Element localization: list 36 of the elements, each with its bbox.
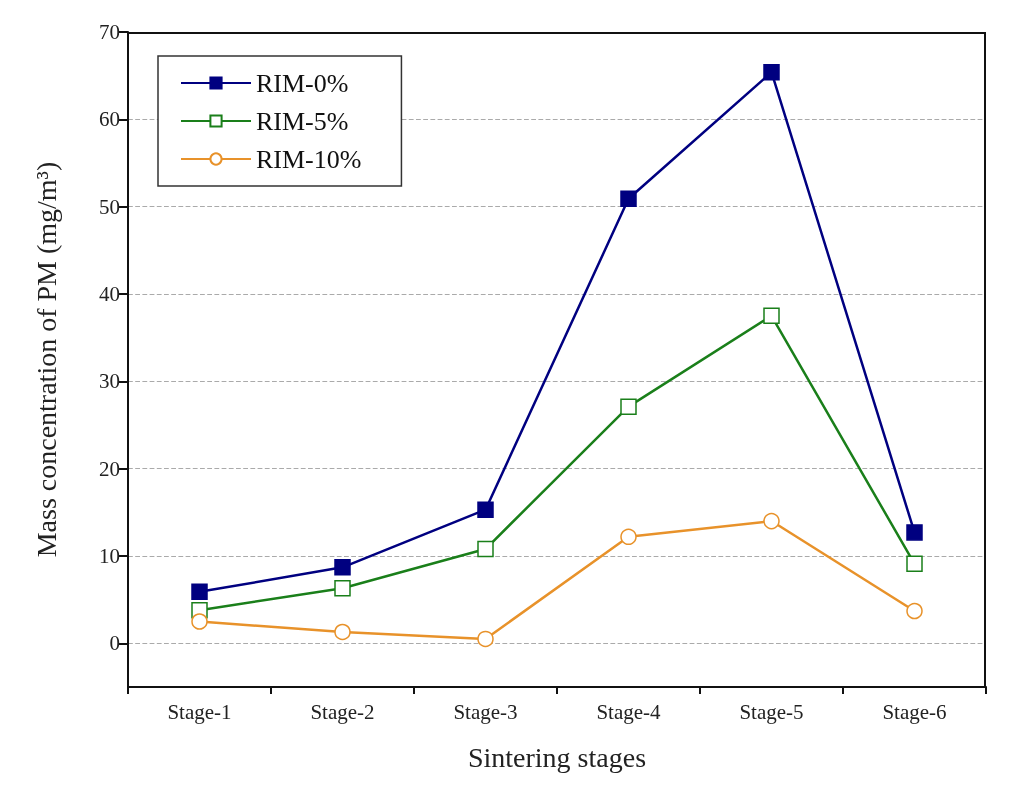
- point: [620, 190, 637, 208]
- y-tick-label: 40: [99, 282, 120, 306]
- y-tick-label: 60: [99, 107, 120, 132]
- x-tick-label: Stage-3: [453, 699, 518, 724]
- legend-label: RIM-10%: [256, 144, 362, 174]
- point: [334, 559, 351, 576]
- x-tick-label: Stage-5: [739, 699, 804, 724]
- y-tick-label: 10: [99, 544, 120, 568]
- y-tick-label: 70: [99, 20, 120, 44]
- x-axis-title: Sintering stages: [467, 741, 647, 773]
- x-tick-label: Stage-1: [167, 699, 232, 724]
- point: [477, 540, 494, 558]
- point: [906, 555, 923, 573]
- legend-label: RIM-5%: [256, 106, 349, 136]
- point: [763, 307, 780, 325]
- point: [906, 602, 923, 620]
- x-tick-label: Stage-6: [882, 699, 947, 724]
- y-tick-label: 20: [99, 456, 120, 481]
- point: [334, 623, 351, 641]
- y-tick-label: 50: [99, 194, 120, 219]
- point: [191, 583, 208, 601]
- point: [620, 528, 637, 546]
- y-tick-label: 30: [99, 369, 120, 394]
- x-tick-label: Stage-4: [596, 699, 662, 724]
- point: [334, 580, 351, 597]
- legend-label: RIM-0%: [256, 68, 349, 98]
- y-tick-label: 0: [109, 631, 120, 656]
- point: [763, 512, 780, 530]
- x-tick-label: Stage-2: [310, 699, 375, 724]
- point: [620, 398, 637, 415]
- point: [191, 613, 208, 630]
- point: [906, 524, 923, 541]
- point: [477, 501, 494, 518]
- point: [763, 63, 780, 81]
- point: [477, 630, 494, 648]
- y-axis-title: Mass concentration of PM (mg/m³): [30, 161, 62, 558]
